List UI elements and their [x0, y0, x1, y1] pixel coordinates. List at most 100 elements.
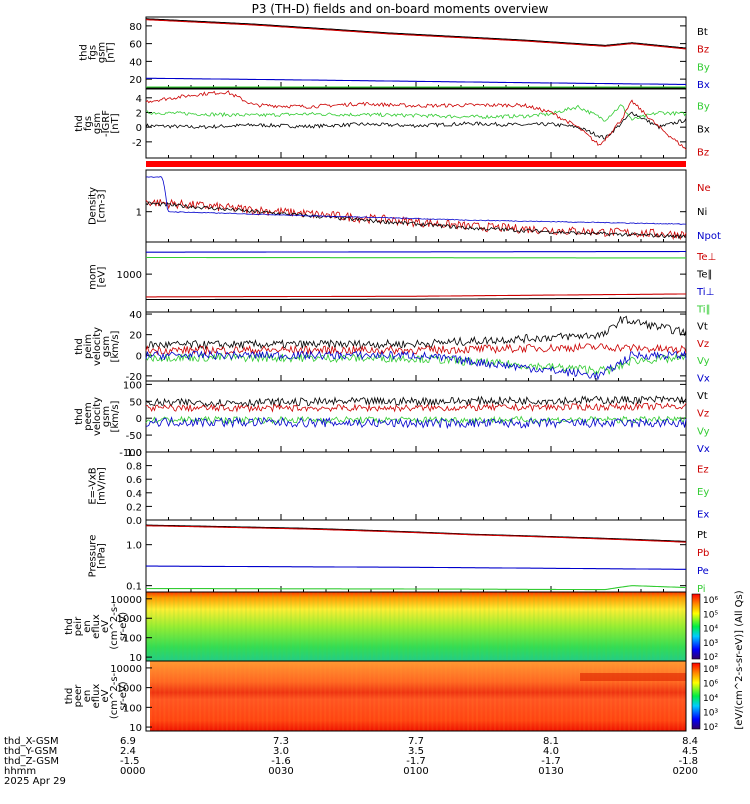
panel-peir_en_eflux: 10000100010010thdpeirenefluxeV(cm^2-s-sr… [64, 592, 718, 664]
spectrogram-texture [382, 661, 384, 731]
spectrogram-texture [286, 592, 288, 661]
legend-Ti∥: Ti∥ [696, 304, 711, 315]
spectrogram-texture [641, 661, 643, 731]
spectrogram-texture [484, 592, 486, 661]
spectrogram-texture [297, 661, 299, 731]
panel-peer_en_eflux: 10000100010010thdpeerenefluxeV(cm^2-s-sr… [64, 661, 718, 734]
spectrogram-texture [326, 592, 328, 661]
spectrogram-texture [268, 592, 270, 661]
legend-Npot: Npot [697, 231, 721, 242]
panels: 80604020thdfgsgsm[nT]BtBzByBx420-2thdfgs… [74, 17, 721, 595]
y-axis-label: [nT] [106, 42, 117, 62]
y-tick-label: 60 [129, 40, 142, 51]
spectrogram-texture [304, 592, 306, 661]
spectrogram-texture [516, 661, 518, 731]
spectrogram-texture [208, 661, 210, 731]
spectrogram-texture [587, 592, 589, 661]
spectrogram-texture [266, 661, 268, 731]
spectrogram-texture [290, 592, 292, 661]
spectrogram-texture [512, 661, 514, 731]
spectrogram-texture [172, 661, 174, 731]
legend-Bz: Bz [697, 148, 709, 159]
y-axis-label: sr-eV) [118, 612, 129, 641]
spectrogram-texture [614, 592, 616, 661]
legend-Pe: Pe [697, 566, 709, 577]
spectrogram-texture [277, 592, 279, 661]
spectrogram-texture [313, 592, 315, 661]
series-Pe [146, 566, 686, 569]
spectrogram-texture [288, 661, 290, 731]
spectrogram-texture [511, 592, 513, 661]
colorbar-tick: 10² [703, 653, 718, 663]
spectrograms: 10000100010010thdpeirenefluxeV(cm^2-s-sr… [64, 590, 745, 734]
spectrogram-texture [182, 592, 184, 661]
spectrogram-texture [619, 661, 621, 731]
spectrogram-texture [275, 661, 277, 731]
spectrogram-texture [556, 592, 558, 661]
spectrogram-texture [320, 661, 322, 731]
spectrogram-texture [263, 592, 265, 661]
spectrogram-texture [677, 592, 679, 661]
spectrogram-texture [632, 592, 634, 661]
spectrogram-texture [281, 592, 283, 661]
legend-Te⊥: Te⊥ [696, 252, 716, 263]
y-axis-label: [km/s] [110, 400, 121, 432]
spectrogram-texture [178, 592, 180, 661]
spectrogram-texture [164, 592, 166, 661]
flag-bar [146, 161, 686, 167]
x-tick-label-hhmm: 0130 [538, 766, 563, 777]
spectrogram-texture [583, 592, 585, 661]
spectrogram-texture [637, 661, 639, 731]
spectrogram-texture [338, 661, 340, 731]
spectrogram-texture [317, 592, 319, 661]
spectrogram-texture [414, 661, 416, 731]
colorbar-tick: 10² [703, 723, 718, 733]
spectrogram-texture [159, 661, 161, 731]
spectrogram-texture [481, 661, 483, 731]
spectrogram-texture [641, 592, 643, 661]
spectrogram-texture [213, 661, 215, 731]
colorbar [692, 663, 700, 729]
spectrogram-texture [592, 592, 594, 661]
spectrogram-texture [606, 661, 608, 731]
y-tick-label: 20 [129, 331, 142, 342]
spectrogram-texture [556, 661, 558, 731]
spectrogram-texture [244, 661, 246, 731]
spectrogram-texture [151, 592, 153, 661]
spectrogram-texture [284, 661, 286, 731]
spectrogram-texture [223, 592, 225, 661]
spectrogram-texture [254, 592, 256, 661]
spectrogram-texture [650, 661, 652, 731]
colorbar-tick: 10⁴ [703, 625, 718, 635]
spectrogram-texture [299, 592, 301, 661]
spectrogram-texture [186, 661, 188, 731]
x-tick-label-hhmm: 0200 [673, 766, 698, 777]
spectrogram-texture [329, 661, 331, 731]
legend-By: By [697, 102, 710, 113]
spectrogram-texture [565, 592, 567, 661]
legend-Pt: Pt [697, 530, 707, 541]
spectrogram-texture [353, 592, 355, 661]
y-axis-label: [mV/m] [97, 467, 108, 505]
spectrogram-texture [168, 661, 170, 731]
spectrogram-texture [655, 592, 657, 661]
y-axis-label: [nPa] [97, 543, 108, 569]
y-tick-label: 1.0 [126, 541, 142, 552]
spectrogram-texture [311, 661, 313, 731]
spectrogram-texture [569, 592, 571, 661]
legend-Vy: Vy [697, 356, 710, 367]
spectrogram-texture [543, 661, 545, 731]
series-Pb [146, 526, 686, 543]
spectrogram-texture [181, 661, 183, 731]
legend-Pi: Pi [697, 584, 706, 595]
spectrogram-texture [271, 661, 273, 731]
spectrogram-texture [682, 592, 684, 661]
spectrogram-texture [280, 661, 282, 731]
series-Vz [146, 403, 686, 411]
spectrogram-texture [385, 592, 387, 661]
y-tick-label: 100 [123, 380, 142, 391]
spectrogram-texture [373, 661, 375, 731]
